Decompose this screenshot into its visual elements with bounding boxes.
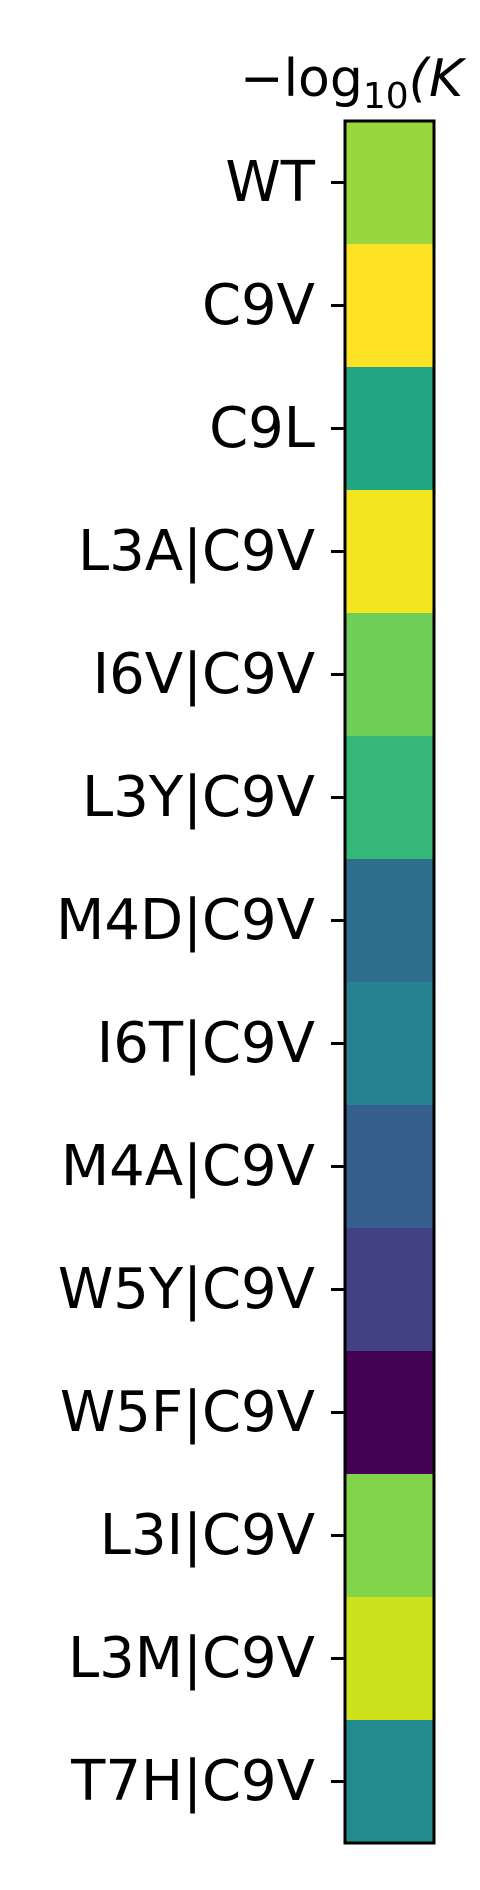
heatmap-cell-l3y-c9v bbox=[345, 736, 434, 860]
heatmap-cell-w5f-c9v bbox=[345, 1351, 434, 1475]
heatmap-cell-m4a-c9v bbox=[345, 1105, 434, 1229]
title-prefix: −log bbox=[240, 49, 363, 109]
y-axis-tick-labels: WT C9V C9L L3A|C9V I6V|C9V L3Y|C9V M4D|C9V I6T|… bbox=[56, 150, 316, 1814]
heatmap-cell-l3m-c9v bbox=[345, 1597, 434, 1721]
chart-title: −log10(K bbox=[240, 49, 467, 117]
y-tick-label-l3i-c9v: L3I|C9V bbox=[100, 1503, 315, 1568]
heatmap-cell-wt bbox=[345, 121, 434, 245]
y-axis-ticks bbox=[331, 181, 345, 1783]
heatmap-cell-m4d-c9v bbox=[345, 859, 434, 983]
y-tick-label-i6v-c9v: I6V|C9V bbox=[93, 642, 315, 707]
heatmap-cell-l3i-c9v bbox=[345, 1474, 434, 1598]
y-tick-label-w5f-c9v: W5F|C9V bbox=[60, 1380, 315, 1445]
y-tick-label-m4d-c9v: M4D|C9V bbox=[56, 888, 315, 953]
plot-frame bbox=[343, 119, 436, 1845]
heatmap-cell-l3a-c9v bbox=[345, 490, 434, 614]
y-tick-label-l3y-c9v: L3Y|C9V bbox=[82, 765, 315, 830]
title-subscript: 10 bbox=[363, 76, 409, 117]
heatmap-cell-t7h-c9v bbox=[345, 1720, 434, 1844]
y-tick-label-w5y-c9v: W5Y|C9V bbox=[58, 1257, 315, 1322]
heatmap-cell-i6v-c9v bbox=[345, 613, 434, 737]
y-tick-label-c9l: C9L bbox=[209, 396, 315, 461]
heatmap-cells bbox=[345, 121, 434, 1844]
title-suffix: (K bbox=[409, 49, 467, 109]
y-tick-label-m4a-c9v: M4A|C9V bbox=[61, 1134, 315, 1199]
heatmap-cell-c9v bbox=[345, 244, 434, 368]
y-tick-label-i6t-c9v: I6T|C9V bbox=[97, 1011, 315, 1076]
y-tick-label-t7h-c9v: T7H|C9V bbox=[70, 1749, 315, 1814]
heatmap-cell-i6t-c9v bbox=[345, 982, 434, 1106]
heatmap-cell-w5y-c9v bbox=[345, 1228, 434, 1352]
heatmap-cell-c9l bbox=[345, 367, 434, 491]
y-tick-label-l3m-c9v: L3M|C9V bbox=[68, 1626, 315, 1691]
y-tick-label-wt: WT bbox=[225, 150, 315, 215]
y-tick-label-l3a-c9v: L3A|C9V bbox=[78, 519, 315, 584]
y-tick-label-c9v: C9V bbox=[202, 273, 315, 338]
